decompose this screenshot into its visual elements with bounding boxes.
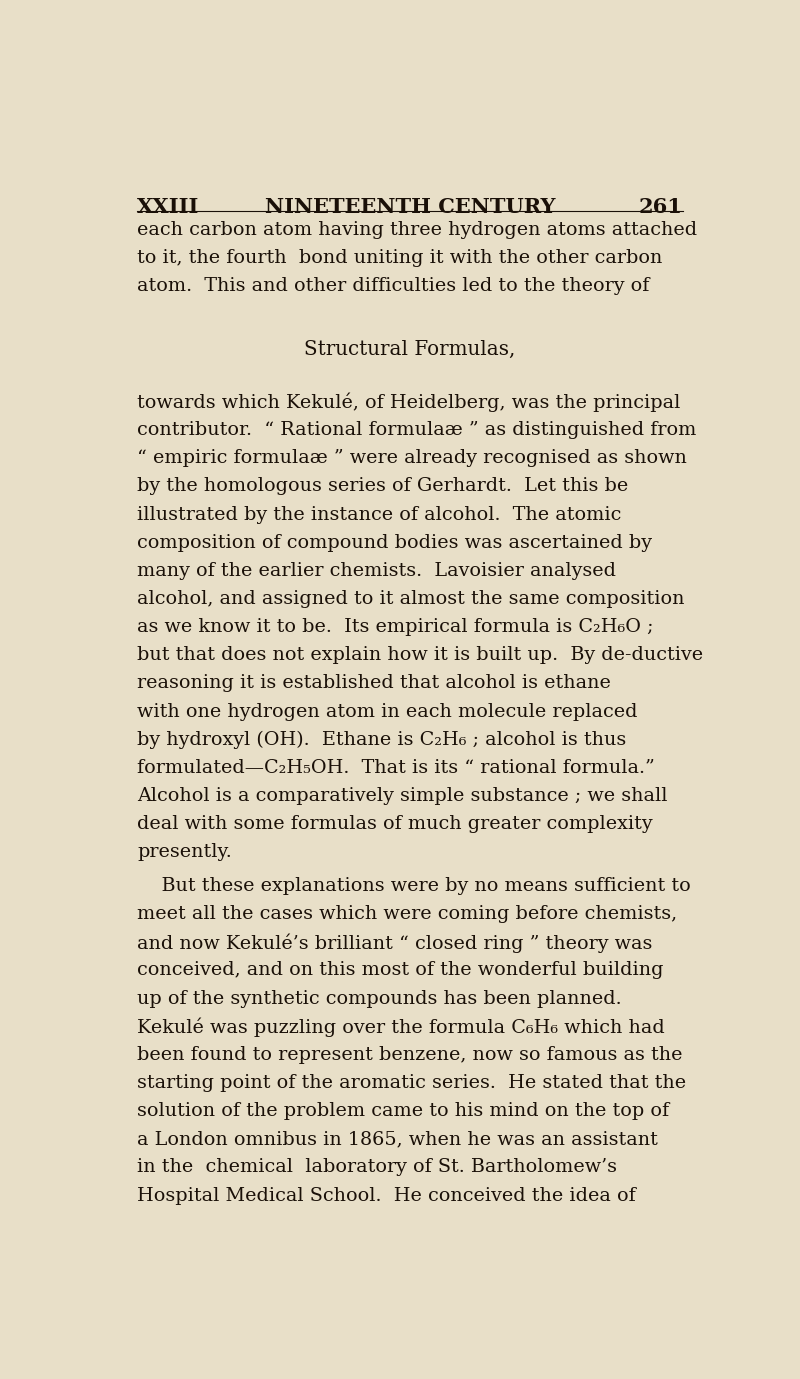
Text: 261: 261 — [639, 197, 682, 218]
Text: conceived, and on this most of the wonderful building: conceived, and on this most of the wonde… — [138, 961, 664, 979]
Text: Kekulé was puzzling over the formula C₆H₆ which had: Kekulé was puzzling over the formula C₆H… — [138, 1018, 665, 1037]
Text: atom.  This and other difficulties led to the theory of: atom. This and other difficulties led to… — [138, 277, 650, 295]
Text: towards which Kekulé, of Heidelberg, was the principal: towards which Kekulé, of Heidelberg, was… — [138, 393, 681, 412]
Text: to it, the fourth  bond uniting it with the other carbon: to it, the fourth bond uniting it with t… — [138, 248, 662, 266]
Text: by the homologous series of Gerhardt.  Let this be: by the homologous series of Gerhardt. Le… — [138, 477, 629, 495]
Text: XXIII: XXIII — [138, 197, 199, 218]
Text: starting point of the aromatic series.  He stated that the: starting point of the aromatic series. H… — [138, 1074, 686, 1092]
Text: alcohol, and assigned to it almost the same composition: alcohol, and assigned to it almost the s… — [138, 590, 685, 608]
Text: up of the synthetic compounds has been planned.: up of the synthetic compounds has been p… — [138, 990, 622, 1008]
Text: and now Kekulé’s brilliant “ closed ring ” theory was: and now Kekulé’s brilliant “ closed ring… — [138, 934, 653, 953]
Text: deal with some formulas of much greater complexity: deal with some formulas of much greater … — [138, 815, 653, 833]
Text: NINETEENTH CENTURY: NINETEENTH CENTURY — [265, 197, 555, 218]
Text: many of the earlier chemists.  Lavoisier analysed: many of the earlier chemists. Lavoisier … — [138, 561, 616, 579]
Text: Alcohol is a comparatively simple substance ; we shall: Alcohol is a comparatively simple substa… — [138, 787, 668, 805]
Text: in the  chemical  laboratory of St. Bartholomew’s: in the chemical laboratory of St. Bartho… — [138, 1158, 618, 1176]
Text: meet all the cases which were coming before chemists,: meet all the cases which were coming bef… — [138, 905, 678, 923]
Text: but that does not explain how it is built up.  By de­ductive: but that does not explain how it is buil… — [138, 647, 703, 665]
Text: reasoning it is established that alcohol is ethane: reasoning it is established that alcohol… — [138, 674, 611, 692]
Text: a London omnibus in 1865, when he was an assistant: a London omnibus in 1865, when he was an… — [138, 1131, 658, 1149]
Text: “ empiric formulaæ ” were already recognised as shown: “ empiric formulaæ ” were already recogn… — [138, 450, 687, 467]
Text: each carbon atom having three hydrogen atoms attached: each carbon atom having three hydrogen a… — [138, 221, 698, 239]
Text: solution of the problem came to his mind on the top of: solution of the problem came to his mind… — [138, 1102, 670, 1120]
Text: as we know it to be.  Its empirical formula is C₂H₆O ;: as we know it to be. Its empirical formu… — [138, 618, 654, 636]
Text: contributor.  “ Rational formulaæ ” as distinguished from: contributor. “ Rational formulaæ ” as di… — [138, 421, 697, 439]
Text: But these explanations were by no means sufficient to: But these explanations were by no means … — [138, 877, 691, 895]
Text: been found to represent benzene, now so famous as the: been found to represent benzene, now so … — [138, 1045, 682, 1063]
Text: with one hydrogen atom in each molecule replaced: with one hydrogen atom in each molecule … — [138, 702, 638, 720]
Text: illustrated by the instance of alcohol.  The atomic: illustrated by the instance of alcohol. … — [138, 506, 622, 524]
Text: by hydroxyl (OH).  Ethane is C₂H₆ ; alcohol is thus: by hydroxyl (OH). Ethane is C₂H₆ ; alcoh… — [138, 731, 626, 749]
Text: presently.: presently. — [138, 843, 232, 862]
Text: Hospital Medical School.  He conceived the idea of: Hospital Medical School. He conceived th… — [138, 1186, 636, 1205]
Text: composition of compound bodies was ascertained by: composition of compound bodies was ascer… — [138, 534, 652, 552]
Text: Structural Formulas,: Structural Formulas, — [304, 339, 516, 359]
Text: formulated—C₂H₅OH.  That is its “ rational formula.”: formulated—C₂H₅OH. That is its “ rationa… — [138, 758, 655, 776]
